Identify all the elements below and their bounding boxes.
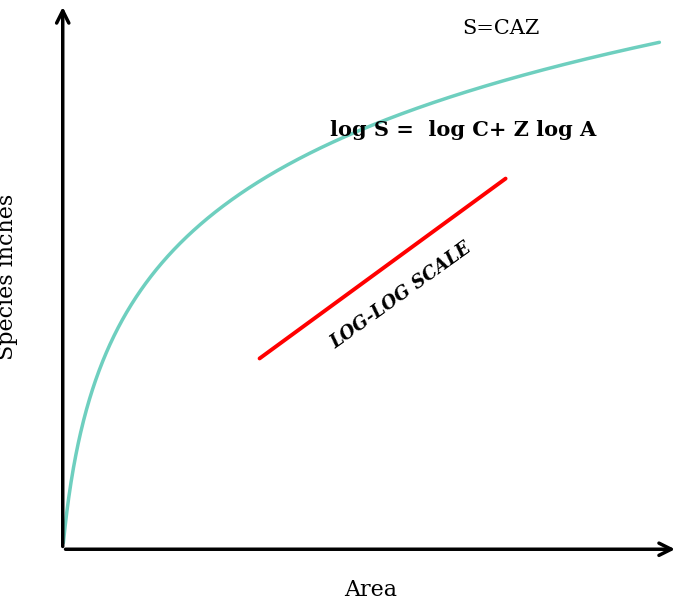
Text: LOG-LOG SCALE: LOG-LOG SCALE [327,239,475,352]
Text: log S =  log C+ Z log A: log S = log C+ Z log A [330,120,597,140]
Text: Species inches: Species inches [0,193,18,360]
Text: Area: Area [344,579,397,599]
Text: S=CAZ: S=CAZ [462,19,540,38]
